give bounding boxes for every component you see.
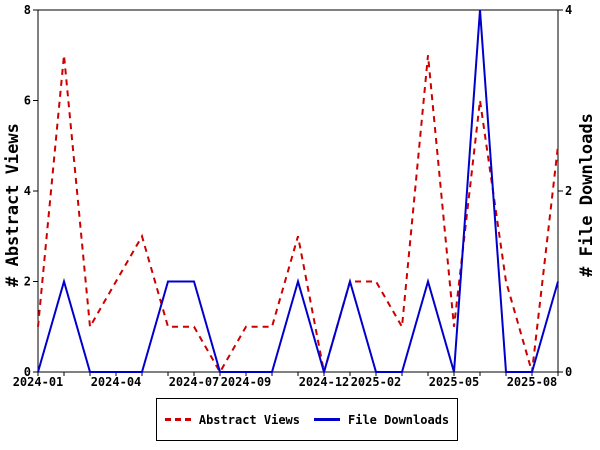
legend-item-abstract-views: Abstract Views <box>164 412 300 427</box>
x-tick-label: 2024-07 <box>169 375 220 389</box>
x-tick-label: 2024-01 <box>13 375 64 389</box>
left-y-tick-label: 2 <box>24 275 31 289</box>
plot-frame <box>37 9 559 373</box>
legend-label-file-downloads: File Downloads <box>348 412 450 427</box>
right-y-axis-title: # File Downloads <box>577 113 597 277</box>
left-y-tick-label: 6 <box>24 94 31 108</box>
x-tick-label: 2024-09 <box>221 375 272 389</box>
left-y-tick-label: 4 <box>24 184 31 198</box>
abstract-views-line <box>37 55 559 375</box>
right-y-tick-label: 0 <box>565 365 572 379</box>
left-y-tick-label: 0 <box>24 365 31 379</box>
left-y-tick-label: 8 <box>24 3 31 17</box>
x-tick-label: 2025-08 <box>507 375 558 389</box>
right-y-tick-label: 2 <box>565 184 572 198</box>
x-tick-label: 2025-05 <box>429 375 480 389</box>
legend-label-abstract-views: Abstract Views <box>198 412 300 427</box>
x-tick-label: 2025-02 <box>351 375 402 389</box>
file-downloads-line-sample-icon <box>314 418 340 421</box>
file-downloads-line <box>37 9 559 376</box>
left-y-axis-title: # Abstract Views <box>3 123 23 287</box>
legend: Abstract Views File Downloads <box>156 398 458 441</box>
legend-item-file-downloads: File Downloads <box>314 413 449 427</box>
abstract-views-line-sample-icon <box>164 418 191 421</box>
right-y-tick-label: 4 <box>565 3 572 17</box>
x-tick-label: 2024-04 <box>91 375 142 389</box>
x-tick-label: 2024-12 <box>299 375 350 389</box>
